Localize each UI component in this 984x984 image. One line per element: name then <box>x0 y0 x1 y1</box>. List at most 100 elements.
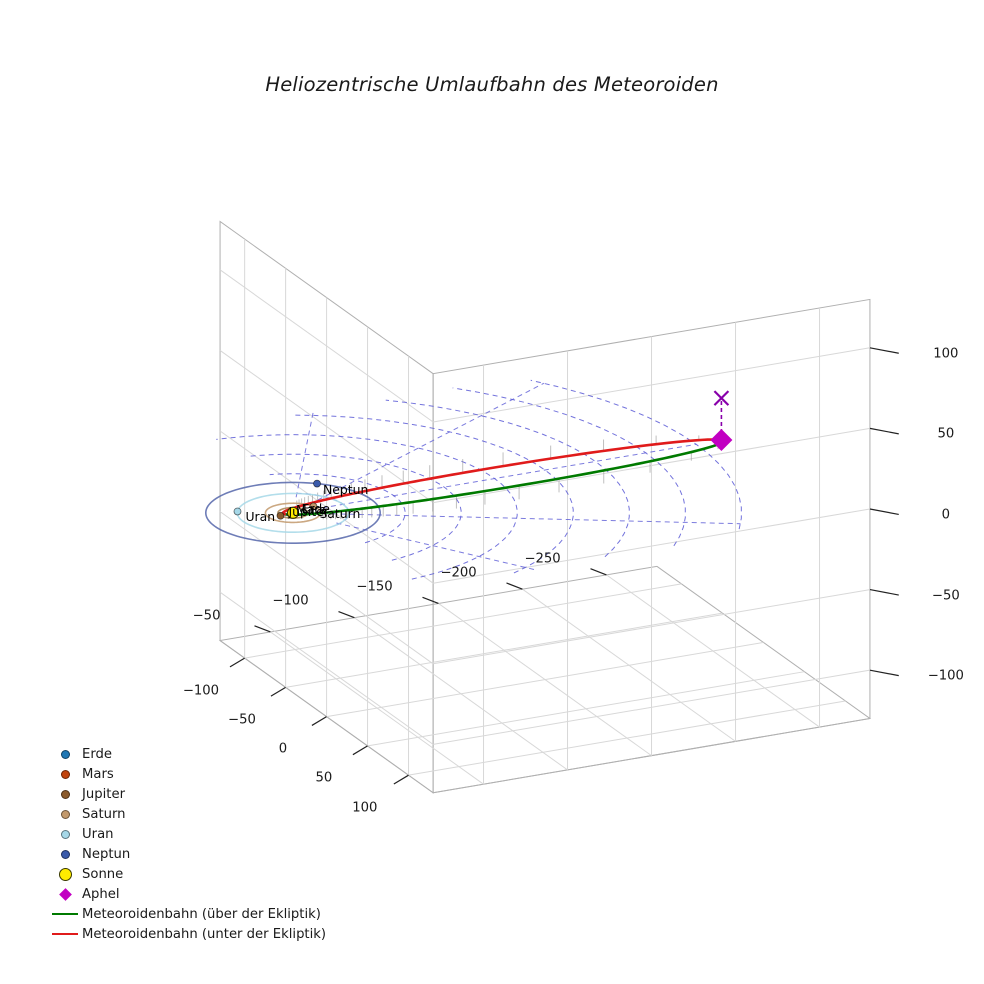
tick-mark-y <box>352 745 368 756</box>
legend-item-label: Sonne <box>82 866 124 882</box>
legend-item[interactable]: Erde <box>48 744 326 764</box>
tick-mark-x <box>506 582 523 590</box>
planet-marker-saturn[interactable] <box>309 502 318 511</box>
axes-panes <box>218 220 899 794</box>
polar-grid-spoke <box>313 443 697 510</box>
gridline-y <box>326 641 764 718</box>
planet-orbits <box>204 481 381 545</box>
tick-mark-z <box>869 347 899 354</box>
planet-label-uran: Uran <box>245 509 276 525</box>
legend-item[interactable]: Saturn <box>48 804 326 824</box>
tick-mark-y <box>270 686 286 697</box>
polar-grid-spoke <box>295 411 314 498</box>
legend-item[interactable]: Sonne <box>48 864 326 884</box>
gridline-y <box>408 700 846 776</box>
diamond-icon <box>58 887 72 901</box>
z-tick-label: −100 <box>927 668 964 684</box>
aphelion-cross-icon <box>713 390 730 406</box>
legend-dot-swatch <box>48 829 82 839</box>
aphelion-diamond-marker[interactable] <box>710 429 733 451</box>
planet-marker-neptun[interactable] <box>313 479 321 488</box>
z-tick-label: 50 <box>937 426 955 442</box>
legend-line-swatch <box>48 933 82 935</box>
circle-icon <box>60 749 70 759</box>
polar-grid-spoke <box>309 382 545 505</box>
legend-item[interactable]: Mars <box>48 764 326 784</box>
tick-mark-y <box>311 716 327 726</box>
legend-item[interactable]: Meteoroidenbahn (über der Ekliptik) <box>48 904 326 924</box>
tick-mark-y <box>393 774 409 785</box>
legend-item[interactable]: Aphel <box>48 884 326 904</box>
y-tick-label: 50 <box>315 770 333 786</box>
planet-label-jupiter: Jupiter <box>288 503 329 519</box>
tick-mark-z <box>869 427 899 435</box>
legend-item-label: Uran <box>82 826 114 842</box>
line-icon <box>52 913 78 915</box>
y-tick-label: 100 <box>352 800 378 816</box>
x-tick-label: −200 <box>440 565 477 581</box>
tick-mark-x <box>338 610 355 619</box>
z-tick-label: 100 <box>933 346 959 362</box>
y-tick-label: −100 <box>182 683 220 699</box>
legend-item-label: Aphel <box>82 886 120 902</box>
legend-dot-swatch <box>48 749 82 759</box>
legend-item-label: Meteoroidenbahn (unter der Ekliptik) <box>82 926 327 942</box>
gridline-y <box>244 583 682 659</box>
planet-orbit-saturn <box>264 502 322 524</box>
aphelion-marker <box>710 390 733 451</box>
legend-diamond-swatch <box>48 887 82 901</box>
sun-marker[interactable] <box>286 506 300 519</box>
legend-item-label: Saturn <box>82 806 126 822</box>
legend-item-label: Erde <box>82 746 113 762</box>
polar-grid-ring <box>292 414 574 574</box>
circle-icon <box>60 809 70 819</box>
planet-marker-jupiter[interactable] <box>276 511 285 520</box>
legend-dot-swatch <box>48 867 82 881</box>
x-tick-label: −100 <box>272 593 309 609</box>
legend: Erde Mars Jupiter Saturn Uran Neptun Sonne Aphe… <box>48 744 326 944</box>
tick-mark-x <box>422 596 439 605</box>
y-tick-label: 0 <box>278 741 288 757</box>
circle-icon <box>60 769 70 779</box>
planet-orbit-neptun <box>204 481 381 545</box>
planet-label-neptun: Neptun <box>323 481 369 497</box>
legend-item[interactable]: Jupiter <box>48 784 326 804</box>
page-title: Heliozentrische Umlaufbahn des Meteoroid… <box>265 73 719 96</box>
tick-mark-y <box>229 657 245 668</box>
x-tick-label: −250 <box>524 551 561 567</box>
circle-icon <box>60 789 70 799</box>
tick-mark-x <box>254 625 271 633</box>
planet-label-saturn: Saturn <box>319 506 361 522</box>
line-icon <box>52 933 78 935</box>
polar-grid-ring <box>246 453 462 561</box>
y-tick-label: −50 <box>228 712 256 728</box>
polar-grid <box>216 379 742 580</box>
orbit-segment-below-ecliptic <box>281 438 721 516</box>
gridline-y <box>285 612 723 688</box>
legend-item[interactable]: Meteoroidenbahn (unter der Ekliptik) <box>48 924 326 944</box>
circle-icon <box>60 849 70 859</box>
z-tick-label: 0 <box>941 507 951 523</box>
x-tick-label: −50 <box>192 608 221 624</box>
z-tick-label: −50 <box>931 588 960 603</box>
x-tick-label: −150 <box>356 579 393 595</box>
planet-marker-uran[interactable] <box>233 507 242 516</box>
planet-label-mars: Mars <box>295 501 326 517</box>
legend-item-label: Mars <box>82 766 114 782</box>
tick-mark-z <box>869 669 899 677</box>
legend-item-label: Neptun <box>82 846 131 862</box>
legend-dot-swatch <box>48 809 82 819</box>
legend-item-label: Jupiter <box>82 786 125 802</box>
legend-dot-swatch <box>48 849 82 859</box>
legend-item-label: Meteoroidenbahn (über der Ekliptik) <box>82 906 321 922</box>
legend-item[interactable]: Neptun <box>48 844 326 864</box>
tick-mark-z <box>869 508 899 516</box>
planet-orbit-uran <box>236 492 350 534</box>
legend-dot-swatch <box>48 789 82 799</box>
legend-line-swatch <box>48 913 82 915</box>
legend-item[interactable]: Uran <box>48 824 326 844</box>
planet-label-erde: Erde <box>301 501 330 517</box>
gridline-y <box>367 671 805 747</box>
